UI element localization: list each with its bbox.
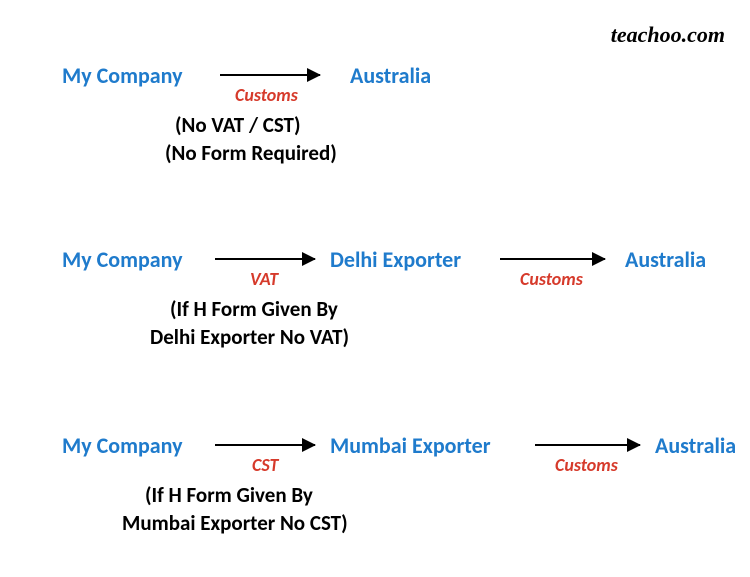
tax-label-customs-3: Customs xyxy=(555,454,618,476)
entity-my-company-1: My Company xyxy=(62,62,182,89)
entity-delhi-exporter: Delhi Exporter xyxy=(330,246,461,273)
arrow-2-1 xyxy=(215,258,315,260)
entity-mumbai-exporter: Mumbai Exporter xyxy=(330,432,491,459)
arrow-1-1 xyxy=(220,74,320,76)
tax-label-customs-1: Customs xyxy=(235,84,298,106)
entity-australia-3: Australia xyxy=(655,432,736,459)
tax-label-vat: VAT xyxy=(250,268,278,290)
note-2-1: (If H Form Given By xyxy=(170,296,338,322)
entity-australia-1: Australia xyxy=(350,62,431,89)
note-2-2: Delhi Exporter No VAT) xyxy=(150,324,349,350)
note-1-1: (No VAT / CST) xyxy=(175,112,301,138)
tax-label-cst: CST xyxy=(252,454,278,476)
entity-australia-2: Australia xyxy=(625,246,706,273)
arrow-2-2 xyxy=(500,258,605,260)
watermark: teachoo.com xyxy=(611,22,725,48)
tax-label-customs-2: Customs xyxy=(520,268,583,290)
arrow-3-1 xyxy=(215,444,315,446)
entity-my-company-3: My Company xyxy=(62,432,182,459)
note-1-2: (No Form Required) xyxy=(165,140,337,166)
note-3-2: Mumbai Exporter No CST) xyxy=(122,510,348,536)
entity-my-company-2: My Company xyxy=(62,246,182,273)
note-3-1: (If H Form Given By xyxy=(145,482,313,508)
arrow-3-2 xyxy=(535,444,640,446)
